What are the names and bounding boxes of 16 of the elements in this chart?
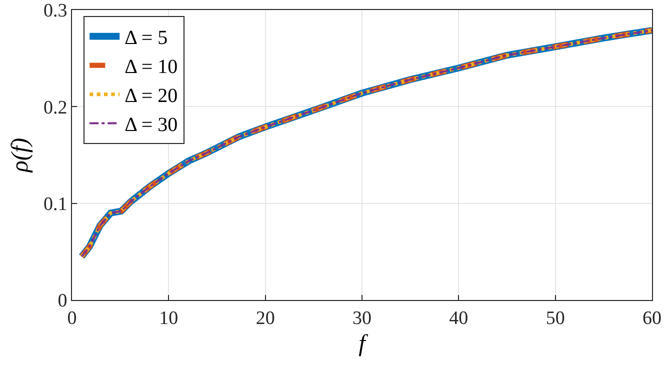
y-axis-title: ρ(f) (8, 138, 34, 174)
y-tick-label: 0.2 (43, 97, 68, 118)
legend-label: Δ = 20 (124, 85, 178, 108)
x-tick-label: 60 (642, 308, 662, 329)
legend-label: Δ = 30 (124, 114, 178, 136)
y-tick-label: 0 (58, 290, 68, 312)
y-tick-label: 0.3 (43, 0, 68, 22)
legend-label: Δ = 5 (124, 27, 168, 50)
legend-label: Δ = 10 (124, 56, 178, 78)
y-tick-label: 0.1 (43, 194, 68, 215)
x-tick-label: 50 (546, 308, 565, 329)
x-tick-label: 30 (352, 308, 372, 329)
x-tick-label: 40 (449, 308, 468, 329)
x-axis-title: f (358, 331, 369, 358)
x-tick-label: 10 (159, 308, 178, 329)
x-tick-label: 20 (256, 308, 275, 329)
